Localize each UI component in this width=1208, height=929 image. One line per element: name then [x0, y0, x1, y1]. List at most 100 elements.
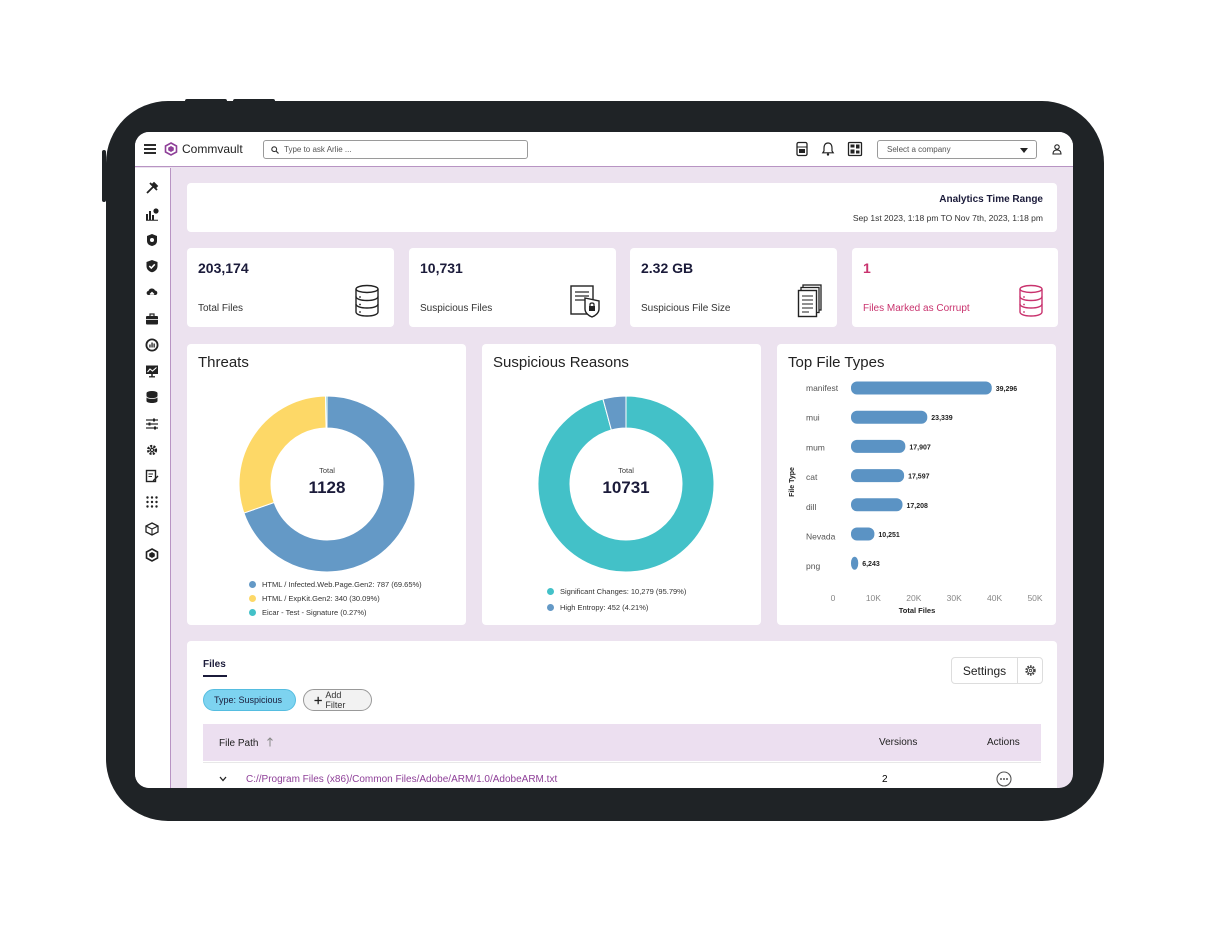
y-tick-label: Nevada: [806, 532, 836, 542]
file-path-link[interactable]: C://Program Files (x86)/Common Files/Ado…: [246, 774, 558, 785]
police-badge-icon[interactable]: [145, 233, 159, 247]
app-screen: Commvault Type to ask Arlie ... Select a…: [135, 132, 1073, 788]
legend-label: HTML / ExpKit.Gen2: 340 (30.09%): [262, 593, 380, 603]
sort-arrow-up-icon[interactable]: [266, 737, 274, 747]
table-row[interactable]: C://Program Files (x86)/Common Files/Ado…: [203, 762, 1041, 788]
brand-logo[interactable]: Commvault: [164, 142, 243, 156]
stat-card-corrupt-files[interactable]: 1 Files Marked as Corrupt: [852, 248, 1058, 327]
monitor-chart-icon[interactable]: [145, 364, 159, 378]
stat-value: 2.32 GB: [641, 260, 694, 276]
column-header-actions: Actions: [987, 737, 1020, 748]
bar-value-label: 17,597: [908, 474, 930, 481]
gear-icon[interactable]: [1018, 658, 1042, 683]
filter-chip-label: Type: Suspicious: [214, 695, 283, 705]
bar[interactable]: [851, 556, 859, 570]
bar[interactable]: [851, 381, 992, 395]
threats-center-label: Total: [319, 466, 335, 475]
time-range-title: Analytics Time Range: [939, 194, 1043, 205]
legend-label: Significant Changes: 10,279 (95.79%): [560, 586, 687, 596]
documents-stack-icon: [797, 284, 822, 318]
menu-icon[interactable]: [144, 144, 156, 154]
y-tick-label: png: [806, 561, 820, 571]
stat-value: 10,731: [420, 260, 463, 276]
donut-slice[interactable]: [243, 396, 415, 572]
stat-label: Suspicious Files: [420, 303, 493, 314]
tools-icon[interactable]: [145, 181, 159, 195]
dashboard-icon[interactable]: [847, 141, 863, 157]
stat-card-suspicious-files[interactable]: 10,731 Suspicious Files: [409, 248, 616, 327]
bar[interactable]: [851, 527, 875, 541]
table-header: File Path Versions Actions: [203, 724, 1041, 761]
threats-title: Threats: [198, 354, 249, 371]
y-tick-label: mum: [806, 442, 825, 452]
chevron-down-icon[interactable]: [219, 776, 227, 782]
x-tick-label: 50K: [1027, 593, 1042, 603]
donut-slice[interactable]: [325, 396, 328, 429]
x-tick-label: 30K: [947, 593, 962, 603]
reasons-center-value: 10731: [602, 478, 650, 497]
stat-card-suspicious-size[interactable]: 2.32 GB Suspicious File Size: [630, 248, 837, 327]
file-types-bar-chart[interactable]: File Type Total Files 0 10K 20K 30K 40K 50K ma…: [777, 344, 1056, 625]
column-header-file-path[interactable]: File Path: [219, 737, 274, 749]
threats-panel: Threats Total 1128 HTML / Infected.Web.P…: [187, 344, 466, 625]
package-icon[interactable]: [145, 522, 159, 536]
sliders-icon[interactable]: [145, 417, 159, 431]
legend-item[interactable]: HTML / ExpKit.Gen2: 340 (30.09%): [249, 591, 422, 605]
storage-icon[interactable]: [794, 141, 810, 157]
apps-grid-icon[interactable]: [145, 495, 159, 509]
legend-item[interactable]: HTML / Infected.Web.Page.Gen2: 787 (69.6…: [249, 577, 422, 591]
legend-label: High Entropy: 452 (4.21%): [560, 602, 649, 612]
gauge-icon[interactable]: [145, 338, 159, 352]
database-icon: [355, 284, 379, 317]
bar[interactable]: [851, 469, 905, 483]
edit-document-icon[interactable]: [145, 469, 159, 483]
bar[interactable]: [851, 410, 928, 424]
reasons-donut-chart[interactable]: [538, 396, 714, 572]
legend-item[interactable]: Significant Changes: 10,279 (95.79%): [547, 583, 686, 599]
commvault-logo-icon: [164, 142, 178, 156]
cloud-upload-icon[interactable]: [145, 285, 159, 299]
add-filter-button[interactable]: Add Filter: [303, 689, 372, 711]
more-actions-icon[interactable]: [996, 771, 1012, 787]
reports-chart-icon[interactable]: [145, 207, 159, 221]
gear-settings-icon[interactable]: [145, 443, 159, 457]
donut-slice[interactable]: [239, 396, 327, 514]
legend-swatch: [547, 587, 554, 595]
corrupt-database-icon: [1019, 284, 1043, 317]
legend-swatch: [249, 594, 256, 602]
bar-value-label: 10,251: [878, 532, 900, 539]
locked-document-icon: [570, 285, 600, 318]
stat-label: Files Marked as Corrupt: [863, 303, 970, 314]
brand-name: Commvault: [182, 142, 243, 156]
search-input[interactable]: Type to ask Arlie ...: [263, 140, 528, 159]
y-tick-label: dill: [806, 502, 817, 512]
sidebar: [135, 168, 171, 788]
suspicious-reasons-panel: Suspicious Reasons Total 10731 Significa…: [482, 344, 761, 625]
column-header-versions[interactable]: Versions: [879, 737, 918, 748]
tab-files[interactable]: Files: [203, 659, 226, 670]
shield-check-icon[interactable]: [145, 259, 159, 273]
donut-slice[interactable]: [538, 396, 714, 572]
filter-chip-type[interactable]: Type: Suspicious: [203, 689, 296, 711]
bar[interactable]: [851, 498, 903, 512]
y-axis-title: File Type: [789, 467, 796, 497]
legend-item[interactable]: High Entropy: 452 (4.21%): [547, 599, 686, 615]
user-icon[interactable]: [1051, 143, 1063, 155]
database-icon[interactable]: [145, 390, 159, 404]
time-range-value[interactable]: Sep 1st 2023, 1:18 pm TO Nov 7th, 2023, …: [852, 213, 1043, 223]
donut-slice[interactable]: [602, 396, 627, 431]
legend-swatch: [249, 580, 256, 588]
bar[interactable]: [851, 439, 906, 453]
briefcase-icon[interactable]: [145, 312, 159, 326]
stat-label: Suspicious File Size: [641, 303, 731, 314]
hexagon-logo-icon[interactable]: [145, 548, 159, 562]
stat-card-total-files[interactable]: 203,174 Total Files: [187, 248, 394, 327]
y-tick-label: cat: [806, 472, 818, 482]
company-select[interactable]: Select a company: [877, 140, 1037, 159]
threats-donut-chart[interactable]: [239, 396, 415, 572]
bell-icon[interactable]: [820, 141, 836, 157]
legend-item[interactable]: Eicar - Test - Signature (0.27%): [249, 605, 422, 619]
versions-value: 2: [882, 774, 888, 785]
settings-button[interactable]: Settings: [951, 657, 1043, 684]
reasons-center-label: Total: [618, 466, 634, 475]
